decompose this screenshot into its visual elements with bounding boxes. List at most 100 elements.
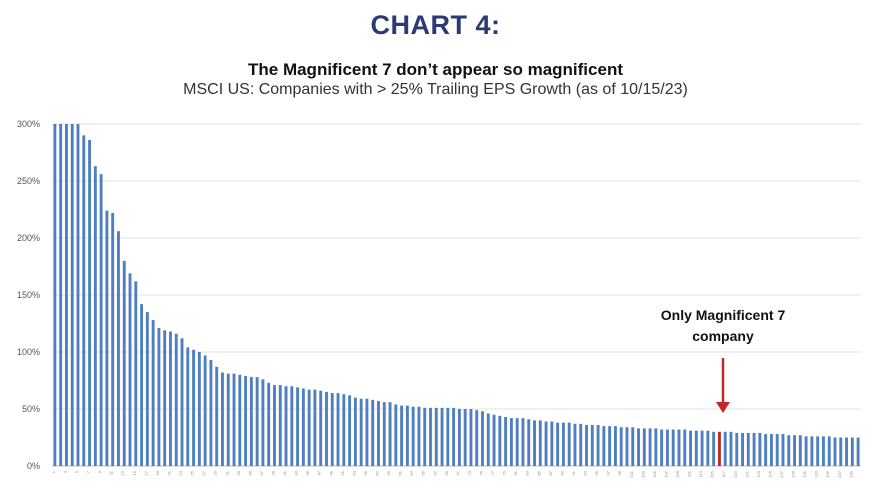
bar [377, 401, 380, 466]
x-tick-label: 93 [583, 470, 588, 475]
bar [793, 435, 796, 466]
x-tick-label: 77 [490, 470, 495, 475]
bar [700, 430, 704, 466]
x-tick-label: 125 [767, 470, 772, 477]
x-tick-label: 117 [721, 470, 726, 477]
x-tick-label: 21 [166, 470, 171, 475]
x-tick-label: 39 [270, 470, 275, 475]
x-tick-label: 83 [525, 470, 530, 475]
bar [140, 304, 144, 466]
bar [781, 434, 785, 466]
bar [764, 434, 768, 466]
x-tick-label: 101 [629, 470, 634, 477]
bar [608, 426, 612, 466]
bar [509, 418, 513, 466]
x-tick-label: 115 [710, 470, 715, 477]
x-tick-label: 139 [848, 470, 853, 477]
bar [273, 385, 276, 466]
x-tick-label: 79 [502, 470, 507, 475]
chart-title: The Magnificent 7 don’t appear so magnif… [248, 60, 623, 79]
bar [99, 174, 103, 466]
bar [65, 124, 68, 466]
gridlines [52, 123, 861, 467]
x-tick-label: 131 [802, 470, 807, 477]
bar [475, 410, 479, 466]
bar [665, 429, 669, 466]
bar [816, 436, 820, 466]
x-tick-label: 57 [374, 470, 379, 475]
bar [567, 422, 571, 466]
bar [613, 426, 617, 466]
x-tick-label: 59 [386, 470, 391, 475]
x-tick-label: 113 [698, 470, 703, 477]
bar [561, 422, 565, 466]
bar [244, 375, 248, 466]
bar [405, 405, 409, 466]
x-tick-label: 9 [97, 470, 102, 473]
bar [203, 355, 207, 466]
bar [769, 434, 773, 466]
bar [452, 407, 456, 466]
bar [238, 374, 242, 466]
bar [694, 430, 698, 466]
bar [637, 428, 640, 466]
bar [267, 382, 271, 466]
bar [746, 432, 750, 466]
bar [521, 418, 525, 466]
y-tick-label: 250% [17, 176, 40, 186]
bar [677, 429, 681, 466]
bar [290, 386, 294, 466]
x-axis-labels: 1 3 5 7 9 11 13 15 17 19 21 23 25 27 29 31 33 35 37 39 41 43 4… [51, 470, 853, 477]
bar [82, 135, 86, 466]
x-tick-label: 5 [74, 470, 79, 473]
bar [128, 273, 132, 466]
x-tick-label: 11 [109, 470, 114, 475]
bar [579, 423, 583, 466]
bar [457, 409, 461, 466]
x-tick-label: 3 [62, 470, 67, 473]
chart-subtitle: MSCI US: Companies with > 25% Trailing E… [183, 81, 688, 98]
bar [538, 420, 542, 466]
bar [573, 423, 577, 466]
bar [249, 377, 253, 466]
bar [654, 428, 658, 466]
x-tick-label: 29 [213, 470, 218, 475]
x-tick-label: 61 [398, 470, 403, 475]
bar [174, 333, 178, 466]
bar [729, 431, 733, 466]
bar [556, 422, 560, 466]
x-tick-label: 63 [409, 470, 414, 475]
bar [394, 404, 398, 466]
bar [278, 385, 282, 466]
x-tick-label: 111 [687, 470, 692, 477]
annotation-line-2: company [692, 328, 754, 344]
x-tick-label: 47 [317, 470, 322, 475]
bar [411, 406, 415, 466]
bar [671, 429, 675, 466]
bar [752, 432, 756, 466]
x-tick-label: 121 [744, 470, 749, 477]
x-tick-label: 87 [548, 470, 553, 475]
bar [660, 429, 664, 466]
x-tick-label: 53 [351, 470, 356, 475]
x-tick-label: 73 [467, 470, 472, 475]
bars [53, 124, 860, 466]
bar [117, 231, 120, 466]
x-tick-label: 97 [606, 470, 611, 475]
bar [88, 139, 92, 466]
bar [850, 437, 854, 466]
x-tick-label: 7 [86, 470, 91, 473]
bar [226, 373, 230, 466]
bar [59, 124, 63, 466]
y-tick-label: 100% [17, 347, 40, 357]
annotation: Only Magnificent 7 company [661, 307, 785, 413]
bar [596, 424, 600, 466]
bar [301, 388, 305, 466]
annotation-arrow-head [716, 402, 730, 413]
x-tick-label: 119 [733, 470, 738, 477]
bar [492, 414, 496, 466]
bar [342, 394, 346, 466]
bar [197, 352, 201, 466]
x-tick-label: 107 [663, 470, 668, 477]
